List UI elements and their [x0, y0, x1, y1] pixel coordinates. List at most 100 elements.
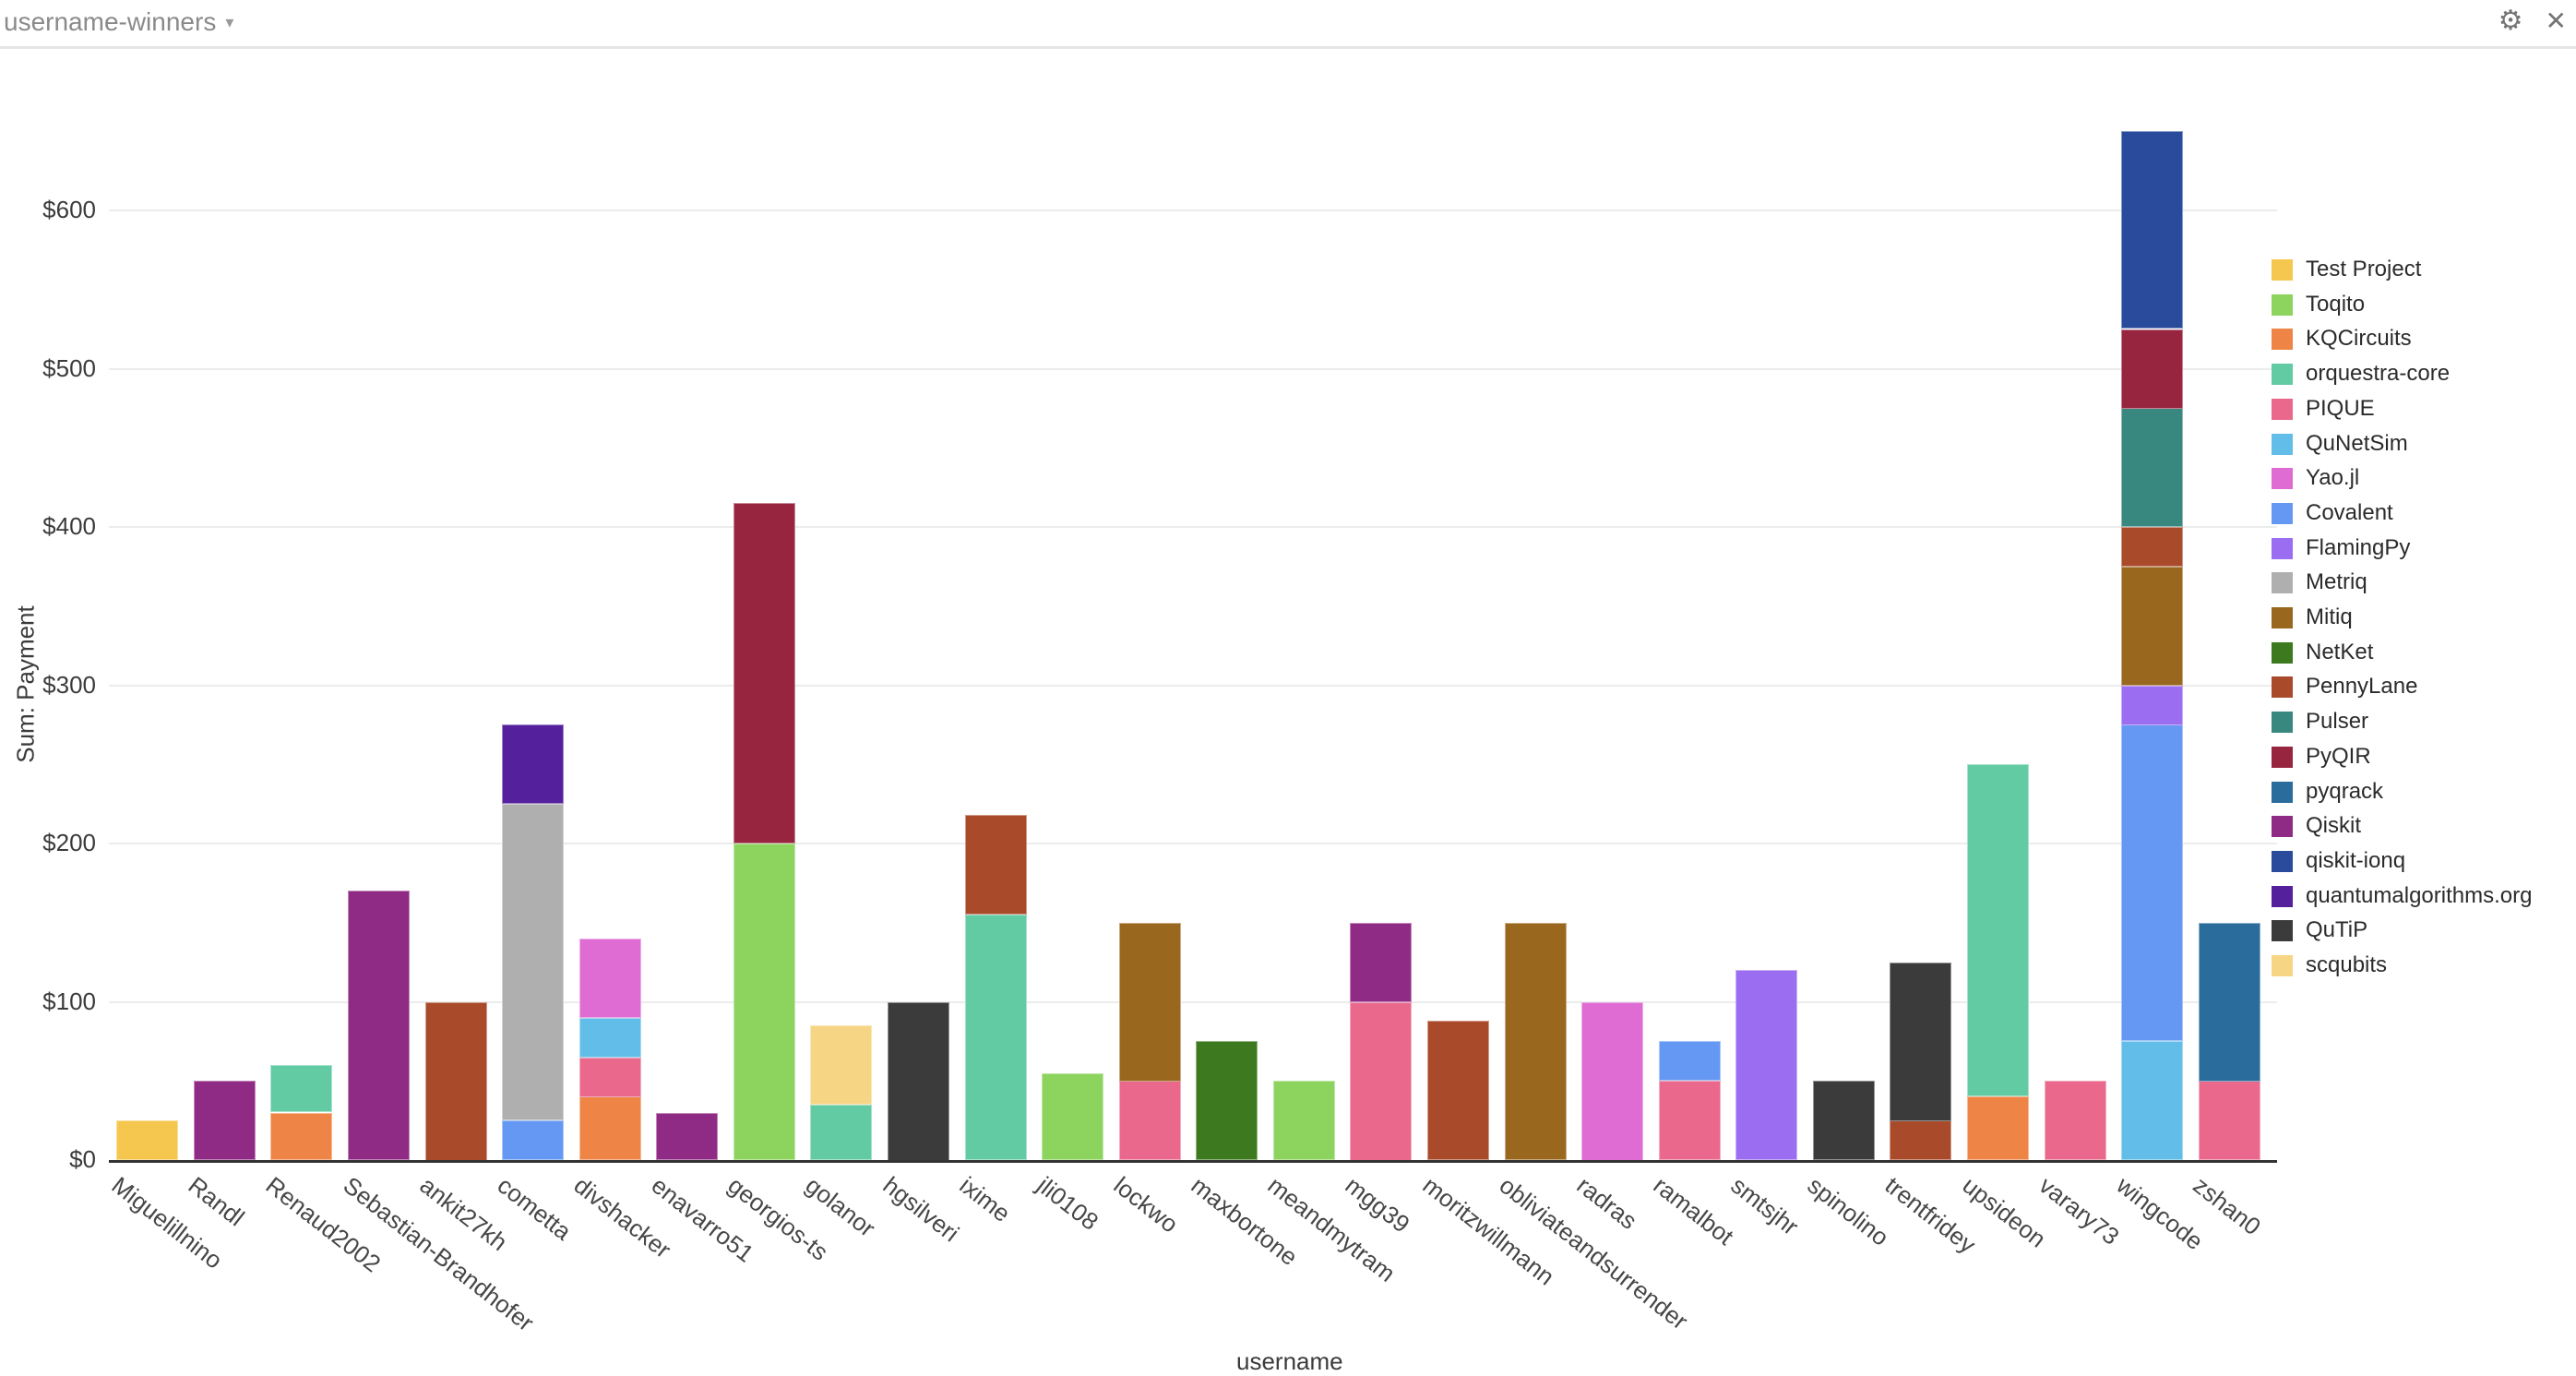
bar-segment[interactable]: [2121, 408, 2183, 527]
bar-segment[interactable]: [2121, 567, 2183, 686]
bar-segment[interactable]: [965, 915, 1027, 1160]
panel-title-dropdown[interactable]: username-winners ▾: [4, 7, 233, 37]
chevron-down-icon: ▾: [225, 12, 234, 31]
legend-item[interactable]: Metriq: [2272, 568, 2367, 596]
legend-item[interactable]: PennyLane: [2272, 673, 2417, 700]
legend-item[interactable]: Mitiq: [2272, 604, 2353, 631]
bar-segment[interactable]: [965, 815, 1027, 915]
bar-segment[interactable]: [502, 724, 564, 804]
bar-segment[interactable]: [810, 1105, 872, 1160]
bar-segment[interactable]: [733, 503, 795, 844]
bar-segment[interactable]: [579, 939, 641, 1018]
bar-segment[interactable]: [579, 1058, 641, 1097]
bar-segment[interactable]: [270, 1065, 332, 1112]
bar-segment[interactable]: [1350, 1002, 1412, 1161]
bar-segment[interactable]: [1427, 1021, 1489, 1160]
bar-segment[interactable]: [1659, 1081, 1721, 1160]
bar-segment[interactable]: [579, 1096, 641, 1160]
legend-item[interactable]: PIQUE: [2272, 395, 2375, 423]
x-axis-tick-label: lockwo: [1108, 1171, 1184, 1238]
legend-label: Pulser: [2306, 709, 2369, 734]
legend-item[interactable]: orquestra-core: [2272, 360, 2450, 388]
legend-item[interactable]: PyQIR: [2272, 743, 2371, 771]
bar-segment[interactable]: [2121, 527, 2183, 567]
bar-segment[interactable]: [1659, 1041, 1721, 1081]
legend-item[interactable]: pyqrack: [2272, 778, 2383, 806]
bar-segment[interactable]: [1890, 963, 1951, 1121]
legend-swatch: [2272, 815, 2293, 837]
legend-item[interactable]: qiskit-ionq: [2272, 847, 2405, 875]
legend-swatch: [2272, 258, 2293, 281]
stacked-bar-chart: $0 $100 $200 $300 $400 $500 $600 Miguelillnino R…: [0, 49, 2576, 1375]
bar-segment[interactable]: [1042, 1073, 1103, 1160]
legend-swatch: [2272, 433, 2293, 455]
legend-item[interactable]: Qiskit: [2272, 812, 2361, 840]
close-icon[interactable]: ✕: [2545, 6, 2567, 35]
x-axis-tick-label: hgsilveri: [877, 1171, 965, 1248]
bar-segment[interactable]: [502, 1120, 564, 1160]
window-header: username-winners ▾ ⚙ ✕: [0, 0, 2576, 46]
bar-segment[interactable]: [425, 1002, 487, 1161]
legend-label: Toqito: [2306, 292, 2366, 317]
x-axis-title: username: [1236, 1347, 1343, 1375]
legend-item[interactable]: Test Project: [2272, 256, 2421, 283]
legend-item[interactable]: FlamingPy: [2272, 534, 2410, 562]
bar-segment[interactable]: [1735, 970, 1797, 1160]
bar-segment[interactable]: [2121, 131, 2183, 329]
legend-swatch: [2272, 919, 2293, 941]
legend-swatch: [2272, 606, 2293, 628]
bar-segment[interactable]: [1967, 764, 2029, 1096]
gridline: [109, 843, 2277, 844]
legend-swatch: [2272, 746, 2293, 768]
legend-item[interactable]: scqubits: [2272, 951, 2387, 979]
bar-segment[interactable]: [733, 844, 795, 1160]
x-axis-tick-label: spinolino: [1802, 1171, 1894, 1251]
bar-segment[interactable]: [116, 1120, 178, 1160]
y-axis-tick-label: $500: [42, 353, 96, 382]
legend-item[interactable]: QuNetSim: [2272, 430, 2408, 458]
bar-segment[interactable]: [2045, 1081, 2106, 1160]
legend-item[interactable]: KQCircuits: [2272, 325, 2412, 353]
bar-segment[interactable]: [1505, 923, 1567, 1160]
bar-segment[interactable]: [1350, 923, 1412, 1002]
legend-item[interactable]: Pulser: [2272, 708, 2368, 736]
bar-segment[interactable]: [1119, 923, 1181, 1082]
bar-segment[interactable]: [2121, 329, 2183, 409]
bar-segment[interactable]: [656, 1113, 718, 1160]
bar-segment[interactable]: [2121, 724, 2183, 1041]
bar-segment[interactable]: [1581, 1002, 1643, 1161]
bar-segment[interactable]: [1813, 1081, 1875, 1160]
legend-swatch: [2272, 537, 2293, 559]
bar-segment[interactable]: [270, 1113, 332, 1160]
gear-icon[interactable]: ⚙: [2498, 6, 2523, 36]
bar-segment[interactable]: [2121, 686, 2183, 725]
panel-title: username-winners: [4, 7, 217, 36]
bar-segment[interactable]: [1967, 1096, 2029, 1160]
bar-segment[interactable]: [502, 804, 564, 1120]
legend-swatch: [2272, 467, 2293, 489]
legend-swatch: [2272, 711, 2293, 733]
legend-item[interactable]: Toqito: [2272, 291, 2365, 318]
legend-label: QuNetSim: [2306, 431, 2408, 456]
legend-item[interactable]: QuTiP: [2272, 916, 2367, 944]
legend-item[interactable]: Yao.jl: [2272, 464, 2359, 492]
legend-item[interactable]: quantumalgorithms.org: [2272, 882, 2532, 910]
bar-segment[interactable]: [888, 1002, 949, 1161]
bar-segment[interactable]: [1273, 1081, 1335, 1160]
bar-segment[interactable]: [2199, 1081, 2260, 1160]
bar-segment[interactable]: [194, 1081, 256, 1160]
gridline: [109, 367, 2277, 370]
bar-segment[interactable]: [1890, 1120, 1951, 1160]
bar-segment[interactable]: [2121, 1041, 2183, 1160]
bar-segment[interactable]: [810, 1025, 872, 1105]
bar-segment[interactable]: [2199, 923, 2260, 1082]
bar-segment[interactable]: [348, 891, 410, 1160]
bar-segment[interactable]: [1119, 1081, 1181, 1160]
y-axis-tick-label: $600: [42, 196, 96, 223]
legend-item[interactable]: NetKet: [2272, 639, 2373, 666]
y-axis-title: Sum: Payment: [11, 605, 40, 763]
x-axis-line: [109, 1160, 2277, 1163]
bar-segment[interactable]: [579, 1018, 641, 1058]
legend-item[interactable]: Covalent: [2272, 499, 2393, 527]
bar-segment[interactable]: [1196, 1041, 1258, 1160]
